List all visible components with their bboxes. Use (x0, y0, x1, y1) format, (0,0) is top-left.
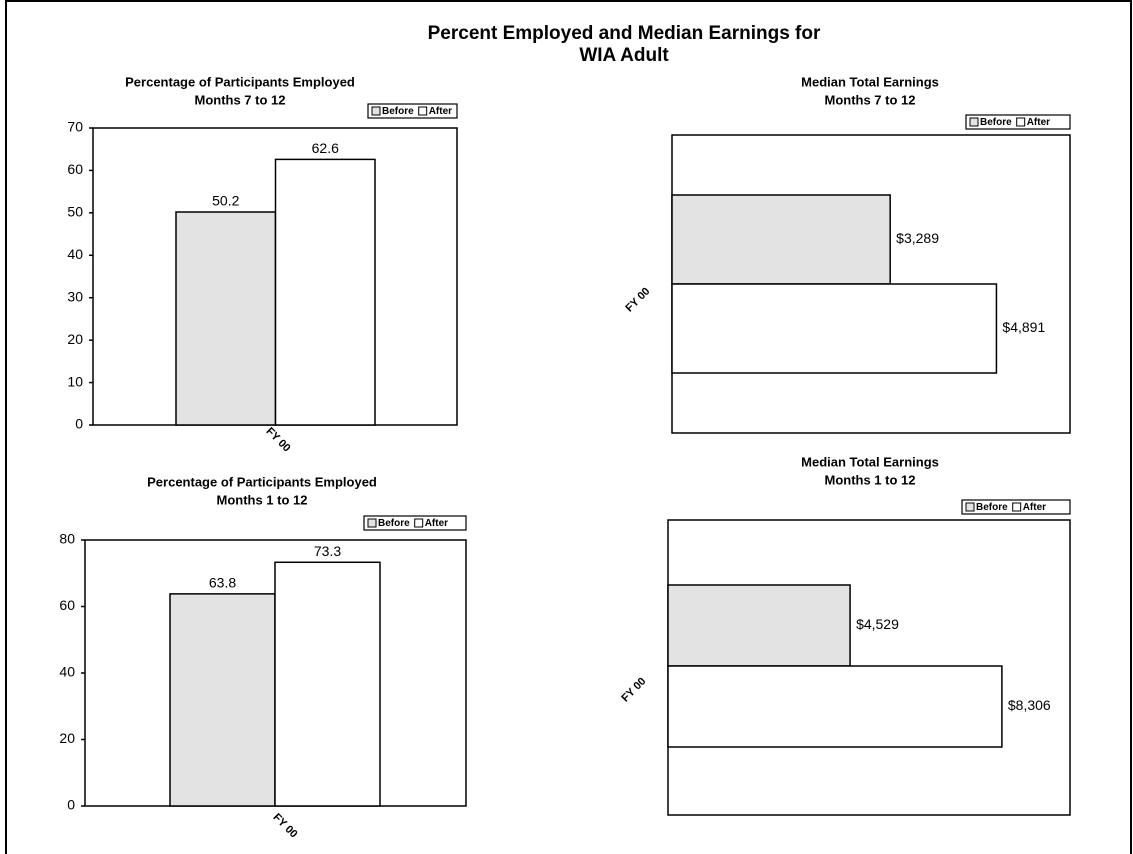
legend-swatch (1012, 502, 1022, 512)
legend-label: Before (976, 502, 1008, 513)
x-tick-label: FY 00 (271, 811, 300, 840)
y-tick-label: 0 (67, 797, 75, 813)
value-label: 50.2 (212, 193, 239, 209)
value-label: 63.8 (209, 575, 236, 591)
value-label: $4,529 (856, 616, 899, 632)
chart-title: Percentage of Participants Employed (147, 474, 377, 489)
legend-swatch (969, 117, 979, 127)
legend-label: Before (382, 106, 414, 117)
chart-title: Median Total Earnings (801, 454, 939, 469)
chart-subtitle: Months 7 to 12 (194, 92, 285, 107)
y-tick-label: 40 (59, 664, 75, 680)
y-tick-label: 20 (67, 331, 83, 347)
chart-subtitle: Months 7 to 12 (824, 92, 915, 107)
bar (274, 561, 381, 807)
y-tick-label: 30 (67, 288, 83, 304)
y-tick-label: 70 (67, 119, 83, 135)
y-tick-label: FY 00 (623, 285, 652, 314)
legend-swatch (367, 518, 377, 528)
y-tick-label: FY 00 (619, 675, 648, 704)
legend-swatch (1016, 117, 1026, 127)
value-label: 73.3 (314, 543, 341, 559)
y-tick-label: 0 (75, 416, 83, 432)
y-tick-label: 40 (67, 246, 83, 262)
chart-title: Percentage of Participants Employed (125, 74, 355, 89)
page-border (5, 0, 1132, 854)
legend-label: Before (980, 117, 1012, 128)
chart-subtitle: Months 1 to 12 (216, 492, 307, 507)
legend-box (367, 103, 458, 119)
main-title: WIA Adult (579, 45, 669, 66)
legend-swatch (418, 106, 428, 116)
y-tick-label: 60 (59, 597, 75, 613)
legend-label: After (1027, 117, 1050, 128)
value-label: 62.6 (312, 140, 339, 156)
bar (671, 283, 998, 374)
chart-title: Median Total Earnings (801, 74, 939, 89)
y-tick-label: 60 (67, 161, 83, 177)
y-tick-label: 10 (67, 373, 83, 389)
main-title: Percent Employed and Median Earnings for (428, 23, 821, 44)
value-label: $3,289 (896, 230, 939, 246)
legend-label: After (429, 106, 452, 117)
chart-subtitle: Months 1 to 12 (824, 472, 915, 487)
value-label: $8,306 (1008, 697, 1051, 713)
legend-label: After (1023, 502, 1046, 513)
bar (175, 211, 277, 426)
legend-swatch (414, 518, 424, 528)
bar (667, 584, 851, 667)
legend-swatch (371, 106, 381, 116)
bar (169, 593, 276, 807)
legend-swatch (965, 502, 975, 512)
bar (274, 158, 376, 426)
bar (667, 665, 1003, 748)
x-tick-label: FY 00 (264, 425, 293, 454)
y-tick-label: 80 (59, 531, 75, 547)
legend-label: Before (378, 518, 410, 529)
value-label: $4,891 (1002, 319, 1045, 335)
y-tick-label: 20 (59, 730, 75, 746)
y-tick-label: 50 (67, 204, 83, 220)
legend-label: After (425, 518, 448, 529)
bar (671, 194, 891, 285)
